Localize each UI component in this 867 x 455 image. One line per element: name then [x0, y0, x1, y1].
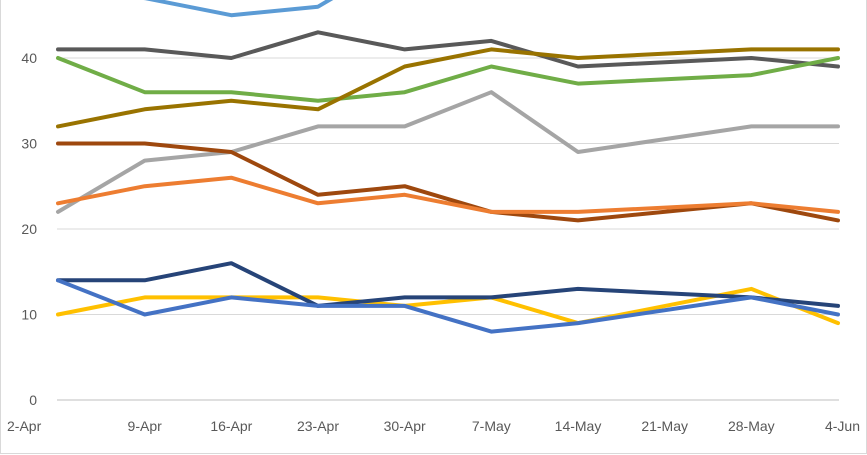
series-line-7: [56, 175, 840, 214]
x-tick-label: 14-May: [555, 418, 602, 434]
series-lines: [56, 0, 840, 334]
series-line-6: [56, 141, 840, 223]
x-tick-label: 16-Apr: [210, 418, 252, 434]
series-line-5: [56, 90, 840, 214]
y-axis-tick-labels: 0 10 20 30 40: [21, 50, 37, 408]
y-tick-label: 30: [21, 136, 37, 152]
x-tick-label: 4-Jun: [825, 418, 860, 434]
x-axis-tick-labels: 2-Apr 9-Apr 16-Apr 23-Apr 30-Apr 7-May 14-May 2…: [7, 418, 860, 434]
x-tick-label: 2-Apr: [7, 418, 42, 434]
y-tick-label: 10: [21, 307, 37, 323]
series-line-9: [56, 261, 840, 308]
y-tick-label: 20: [21, 221, 37, 237]
x-tick-label: 9-Apr: [128, 418, 163, 434]
series-line-4: [56, 47, 840, 129]
y-tick-label: 0: [29, 392, 37, 408]
y-tick-label: 40: [21, 50, 37, 66]
x-tick-label: 21-May: [641, 418, 688, 434]
series-line-2: [56, 30, 840, 69]
x-tick-label: 23-Apr: [297, 418, 339, 434]
series-line-1: [143, 0, 334, 18]
series-line-10: [56, 278, 840, 334]
x-tick-label: 30-Apr: [384, 418, 426, 434]
series-line-3: [56, 56, 840, 103]
x-tick-label: 7-May: [472, 418, 511, 434]
x-tick-label: 28-May: [728, 418, 775, 434]
